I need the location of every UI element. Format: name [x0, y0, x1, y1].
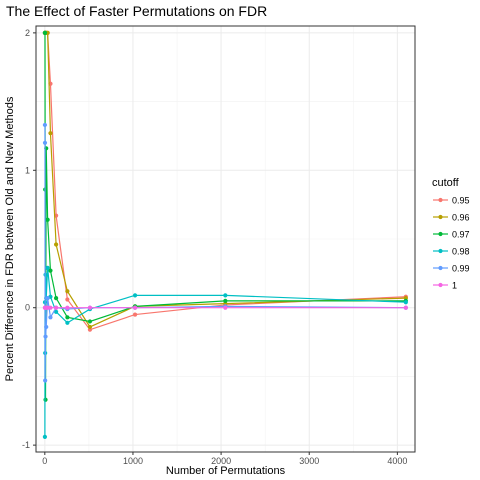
data-point — [42, 434, 48, 439]
y-tick-label: 1 — [25, 165, 30, 175]
data-point — [87, 324, 93, 330]
legend-key-point — [438, 265, 443, 271]
data-point — [223, 305, 228, 310]
data-point — [48, 315, 53, 320]
x-axis-label: Number of Permutations — [166, 465, 286, 477]
y-tick-label: -1 — [22, 440, 30, 450]
data-point — [403, 305, 408, 310]
data-point — [53, 242, 59, 247]
y-tick-label: 0 — [25, 303, 30, 313]
x-tick-label: 1000 — [123, 456, 143, 466]
data-point — [42, 30, 48, 35]
data-point — [48, 268, 53, 273]
data-point — [65, 297, 70, 302]
legend-key-point — [438, 282, 443, 288]
data-point — [42, 140, 48, 145]
y-tick-label: 2 — [25, 28, 30, 38]
panel-border — [35, 25, 416, 453]
series-layer — [42, 30, 408, 439]
legend-label: 0.98 — [452, 247, 470, 257]
data-point — [45, 217, 50, 222]
x-tick-label: 3000 — [299, 456, 319, 466]
y-axis-label: Percent Difference in FDR between Old an… — [4, 96, 16, 381]
data-point — [53, 305, 59, 310]
x-tick-label: 2000 — [211, 456, 231, 466]
data-point — [132, 305, 138, 310]
legend-label: 0.95 — [452, 196, 470, 206]
legend-key-point — [438, 214, 443, 220]
data-point — [223, 298, 228, 303]
data-point — [65, 320, 70, 325]
legend-label: 0.99 — [452, 264, 470, 274]
data-point — [44, 324, 49, 330]
data-point — [43, 334, 48, 339]
data-point — [48, 131, 53, 136]
legend-key-point — [438, 248, 443, 254]
data-point — [132, 312, 138, 317]
data-point — [45, 295, 50, 301]
data-point — [65, 305, 70, 310]
chart-title: The Effect of Faster Permutations on FDR — [6, 3, 267, 19]
data-point — [87, 305, 93, 310]
data-point — [65, 289, 70, 294]
x-tick-label: 4000 — [387, 456, 407, 466]
legend-key-point — [438, 231, 443, 237]
data-point — [53, 309, 59, 314]
legend: cutoff 0.95 0.96 0.97 0.98 0.99 1 — [432, 177, 470, 291]
legend-key-point — [438, 197, 443, 203]
series-1 — [42, 305, 408, 310]
data-point — [48, 305, 53, 310]
data-point — [223, 293, 228, 298]
data-point — [43, 378, 48, 383]
axes: 0 1000 2000 3000 4000 -1 0 1 2 — [22, 28, 407, 466]
legend-label: 1 — [452, 281, 457, 291]
legend-label: 0.96 — [452, 213, 470, 223]
data-point — [132, 293, 138, 298]
data-point — [42, 122, 48, 128]
data-point — [403, 300, 408, 305]
x-tick-label: 0 — [42, 456, 47, 466]
data-point — [65, 315, 70, 320]
data-point — [45, 265, 50, 270]
data-point — [53, 295, 59, 301]
data-point — [87, 319, 93, 324]
legend-title: cutoff — [432, 177, 460, 189]
legend-label: 0.97 — [452, 230, 470, 240]
